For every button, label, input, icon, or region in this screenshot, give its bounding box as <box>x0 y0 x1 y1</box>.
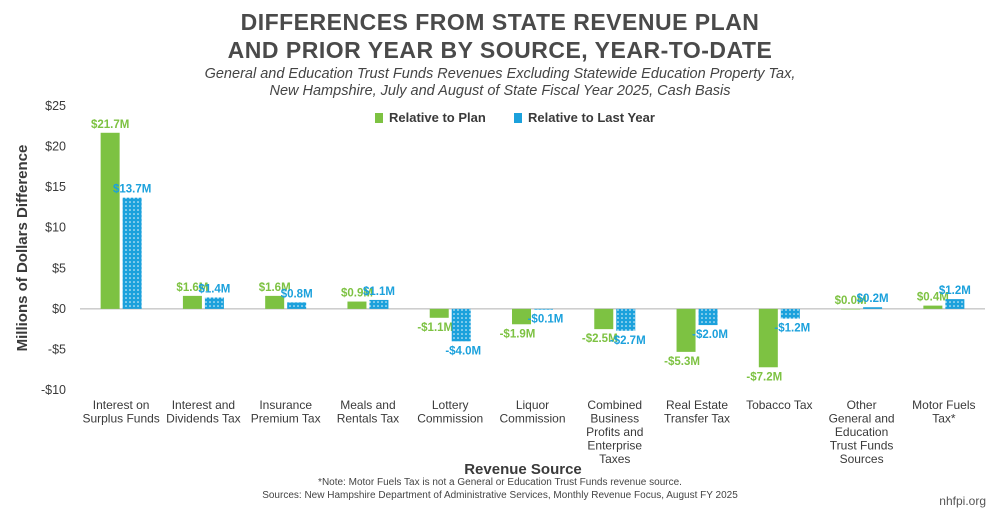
bar-relative-to-last-year <box>780 308 800 319</box>
chart-subtitle-line1: General and Education Trust Funds Revenu… <box>204 66 796 82</box>
bar-relative-to-last-year <box>945 299 965 309</box>
data-label: $0.0M <box>835 295 867 307</box>
y-tick-label: $25 <box>45 99 66 113</box>
bar-relative-to-plan <box>594 308 614 330</box>
legend-swatch <box>514 113 522 123</box>
data-label: $21.7M <box>91 119 129 131</box>
data-label: -$2.7M <box>610 335 646 347</box>
x-tick-label: Motor Fuels Tax* <box>912 398 975 426</box>
bar-relative-to-last-year <box>287 302 307 309</box>
y-tick-label: -$5 <box>48 342 66 356</box>
bar-relative-to-last-year <box>451 308 471 342</box>
x-tick-label: Insurance Premium Tax <box>251 398 321 426</box>
brand-url: nhfpi.org <box>939 494 986 508</box>
x-tick-label: Lottery Commission <box>417 398 483 426</box>
data-label: -$1.9M <box>500 328 536 340</box>
y-tick-label: $15 <box>45 180 66 194</box>
x-tick-label: Combined Business Profits and Enterprise Tax… <box>586 398 643 466</box>
data-label: $0.4M <box>917 292 949 304</box>
bar-relative-to-plan <box>512 308 531 325</box>
x-axis-label: Revenue Source <box>464 461 582 478</box>
x-tick-label: Tobacco Tax <box>746 398 813 412</box>
chart-subtitle-line2: New Hampshire, July and August of State … <box>269 83 731 99</box>
bar-relative-to-plan <box>100 132 120 309</box>
bar-relative-to-plan <box>676 308 696 352</box>
x-tick-label: Other General and Education Trust Funds Sour… <box>829 398 895 466</box>
data-label: -$7.2M <box>746 371 782 383</box>
data-label: $1.4M <box>198 283 230 295</box>
bar-relative-to-last-year <box>616 308 636 331</box>
data-label: -$1.2M <box>774 323 810 335</box>
bar-relative-to-last-year <box>698 308 718 326</box>
y-tick-label: $0 <box>52 302 66 316</box>
data-label: $1.6M <box>259 282 291 294</box>
legend-label: Relative to Plan <box>389 110 486 125</box>
bar-relative-to-plan <box>347 301 367 309</box>
bar-relative-to-plan <box>923 305 943 309</box>
data-label: -$4.0M <box>445 345 481 357</box>
bar-series: $21.7M$13.7M$1.6M$1.4M $1.6M$0.8M $0.9M$1.… <box>91 119 971 384</box>
data-label: $13.7M <box>113 184 151 196</box>
x-tick-label: Real Estate Transfer Tax <box>664 398 730 426</box>
data-label: -$0.1M <box>528 314 564 326</box>
y-axis-label: Millions of Dollars Difference <box>14 145 31 352</box>
bar-relative-to-plan <box>182 295 202 309</box>
y-axis: -$10 -$5 $0 $5 $10 $15 $20 $25 <box>41 99 985 397</box>
footnote: *Note: Motor Fuels Tax is not a General … <box>318 477 682 488</box>
legend-swatch <box>375 113 383 123</box>
y-tick-label: $20 <box>45 140 66 154</box>
x-tick-label: Interest on Surplus Funds <box>82 398 159 426</box>
data-label: -$1.1M <box>417 322 453 334</box>
bar-relative-to-plan <box>265 295 285 309</box>
y-tick-label: -$10 <box>41 383 66 397</box>
data-label: -$2.0M <box>692 329 728 341</box>
sources-note: Sources: New Hampshire Department of Adm… <box>262 490 738 501</box>
y-tick-label: $5 <box>52 261 66 275</box>
bar-relative-to-plan <box>841 308 861 310</box>
x-tick-label: Liquor Commission <box>499 398 565 426</box>
data-label: $0.9M <box>341 288 373 300</box>
data-label: $1.2M <box>939 285 971 297</box>
chart-title-line2: AND PRIOR YEAR BY SOURCE, YEAR-TO-DATE <box>227 37 773 63</box>
x-tick-label: Interest and Dividends Tax <box>166 398 240 426</box>
data-label: $1.6M <box>176 282 208 294</box>
data-label: -$5.3M <box>664 356 700 368</box>
legend-label: Relative to Last Year <box>528 110 655 125</box>
bar-relative-to-last-year <box>534 308 553 310</box>
bar-relative-to-last-year <box>122 197 142 309</box>
bar-relative-to-last-year <box>863 307 883 309</box>
x-tick-label: Meals and Rentals Tax <box>337 398 399 426</box>
y-tick-label: $10 <box>45 221 66 235</box>
bar-relative-to-last-year <box>204 297 224 309</box>
data-label: $0.2M <box>857 293 889 305</box>
data-label: -$2.5M <box>582 333 618 345</box>
legend: Relative to Plan Relative to Last Year <box>375 110 655 125</box>
bar-relative-to-plan <box>429 308 449 318</box>
chart-title-line1: DIFFERENCES FROM STATE REVENUE PLAN <box>240 9 760 35</box>
data-label: $0.8M <box>281 288 313 300</box>
bar-relative-to-last-year <box>369 299 389 309</box>
data-label: $1.1M <box>363 286 395 298</box>
bar-relative-to-plan <box>758 308 778 368</box>
